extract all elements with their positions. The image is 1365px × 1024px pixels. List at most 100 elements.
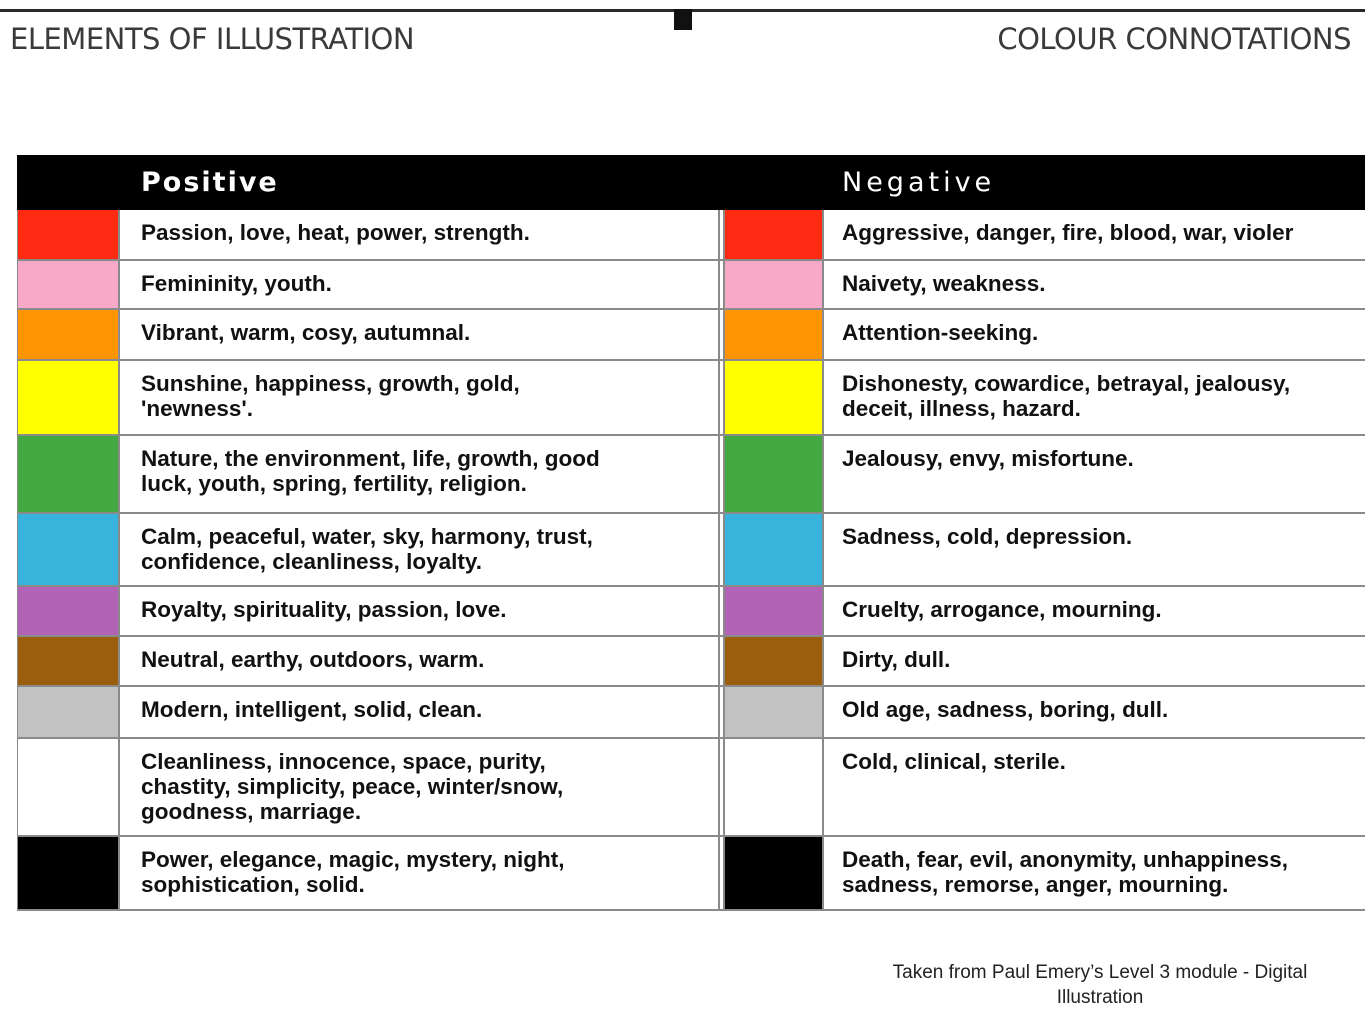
- column-divider: [718, 210, 720, 259]
- table-row: Power, elegance, magic, mystery, night, …: [17, 837, 1365, 911]
- column-divider: [718, 687, 720, 737]
- column-divider: [822, 739, 824, 835]
- column-divider: [718, 837, 720, 909]
- column-divider: [718, 261, 720, 308]
- column-divider: [118, 637, 120, 685]
- negative-connotation: Naivety, weakness.: [842, 271, 1046, 296]
- column-divider: [723, 514, 725, 585]
- column-divider: [118, 739, 120, 835]
- table-header: Positive Negative: [17, 155, 1365, 210]
- column-divider: [118, 361, 120, 434]
- negative-colour-swatch: [724, 261, 824, 308]
- column-divider: [723, 436, 725, 512]
- column-divider: [718, 587, 720, 635]
- column-divider: [822, 361, 824, 434]
- column-divider: [723, 261, 725, 308]
- colour-connotations-table: Positive Negative Passion, love, heat, p…: [17, 155, 1365, 911]
- negative-colour-swatch: [724, 837, 824, 909]
- column-divider: [723, 739, 725, 835]
- column-divider: [822, 637, 824, 685]
- negative-connotation: Sadness, cold, depression.: [842, 524, 1133, 549]
- positive-connotation: Calm, peaceful, water, sky, harmony, tru…: [141, 524, 593, 574]
- column-divider: [118, 687, 120, 737]
- column-divider: [822, 687, 824, 737]
- negative-connotation: Dirty, dull.: [842, 647, 951, 672]
- positive-connotation: Royalty, spirituality, passion, love.: [141, 597, 507, 622]
- positive-colour-swatch: [18, 587, 118, 635]
- positive-colour-swatch: [18, 687, 118, 737]
- negative-colour-swatch: [724, 361, 824, 434]
- column-divider: [118, 514, 120, 585]
- column-divider: [118, 210, 120, 259]
- positive-colour-swatch: [18, 514, 118, 585]
- negative-connotation: Jealousy, envy, misfortune.: [842, 446, 1134, 471]
- positive-colour-swatch: [18, 637, 118, 685]
- table-row: Neutral, earthy, outdoors, warm. Dirty, d…: [17, 637, 1365, 687]
- positive-connotation: Power, elegance, magic, mystery, night, …: [141, 847, 565, 897]
- top-marker: [674, 9, 692, 30]
- column-divider: [723, 361, 725, 434]
- column-divider: [718, 739, 720, 835]
- column-divider: [723, 637, 725, 685]
- column-divider: [822, 587, 824, 635]
- column-divider: [822, 310, 824, 359]
- positive-colour-swatch: [18, 261, 118, 308]
- negative-connotation: Aggressive, danger, fire, blood, war, vi…: [842, 220, 1294, 245]
- table-row: Royalty, spirituality, passion, love. Cru…: [17, 587, 1365, 637]
- column-divider: [718, 637, 720, 685]
- column-divider: [718, 361, 720, 434]
- table-row: Modern, intelligent, solid, clean. Old ag…: [17, 687, 1365, 739]
- column-divider: [723, 687, 725, 737]
- negative-colour-swatch: [724, 436, 824, 512]
- column-divider: [822, 436, 824, 512]
- negative-colour-swatch: [724, 210, 824, 259]
- column-divider: [822, 210, 824, 259]
- header-left-title: ELEMENTS OF ILLUSTRATION: [10, 22, 415, 56]
- positive-heading: Positive: [141, 167, 279, 198]
- column-divider: [718, 310, 720, 359]
- positive-connotation: Vibrant, warm, cosy, autumnal.: [141, 320, 471, 345]
- negative-colour-swatch: [724, 739, 824, 835]
- column-divider: [118, 261, 120, 308]
- column-divider: [118, 310, 120, 359]
- column-divider: [118, 436, 120, 512]
- negative-colour-swatch: [724, 587, 824, 635]
- negative-colour-swatch: [724, 310, 824, 359]
- negative-connotation: Dishonesty, cowardice, betrayal, jealous…: [842, 371, 1291, 421]
- positive-colour-swatch: [18, 361, 118, 434]
- positive-colour-swatch: [18, 837, 118, 909]
- positive-colour-swatch: [18, 739, 118, 835]
- table-row: Femininity, youth. Naivety, weakness.: [17, 261, 1365, 310]
- column-divider: [822, 837, 824, 909]
- table-row: Vibrant, warm, cosy, autumnal. Attention-…: [17, 310, 1365, 361]
- positive-connotation: Modern, intelligent, solid, clean.: [141, 697, 483, 722]
- column-divider: [822, 514, 824, 585]
- column-divider: [723, 210, 725, 259]
- negative-connotation: Cruelty, arrogance, mourning.: [842, 597, 1162, 622]
- negative-colour-swatch: [724, 687, 824, 737]
- column-divider: [822, 261, 824, 308]
- positive-connotation: Nature, the environment, life, growth, g…: [141, 446, 600, 496]
- table-row: Sunshine, happiness, growth, gold, 'newn…: [17, 361, 1365, 436]
- negative-heading: Negative: [842, 167, 996, 198]
- positive-connotation: Neutral, earthy, outdoors, warm.: [141, 647, 485, 672]
- positive-connotation: Femininity, youth.: [141, 271, 332, 296]
- column-divider: [718, 514, 720, 585]
- column-divider: [723, 587, 725, 635]
- column-divider: [118, 587, 120, 635]
- table-row: Passion, love, heat, power, strength. Agg…: [17, 210, 1365, 261]
- positive-colour-swatch: [18, 310, 118, 359]
- positive-colour-swatch: [18, 210, 118, 259]
- table-row: Nature, the environment, life, growth, g…: [17, 436, 1365, 514]
- negative-connotation: Death, fear, evil, anonymity, unhappines…: [842, 847, 1288, 897]
- negative-connotation: Cold, clinical, sterile.: [842, 749, 1066, 774]
- column-divider: [723, 310, 725, 359]
- header-right-title: COLOUR CONNOTATIONS: [997, 22, 1351, 56]
- negative-connotation: Attention-seeking.: [842, 320, 1039, 345]
- positive-connotation: Cleanliness, innocence, space, purity, c…: [141, 749, 564, 824]
- negative-connotation: Old age, sadness, boring, dull.: [842, 697, 1169, 722]
- negative-colour-swatch: [724, 637, 824, 685]
- positive-connotation: Sunshine, happiness, growth, gold, 'newn…: [141, 371, 520, 421]
- positive-connotation: Passion, love, heat, power, strength.: [141, 220, 530, 245]
- column-divider: [723, 837, 725, 909]
